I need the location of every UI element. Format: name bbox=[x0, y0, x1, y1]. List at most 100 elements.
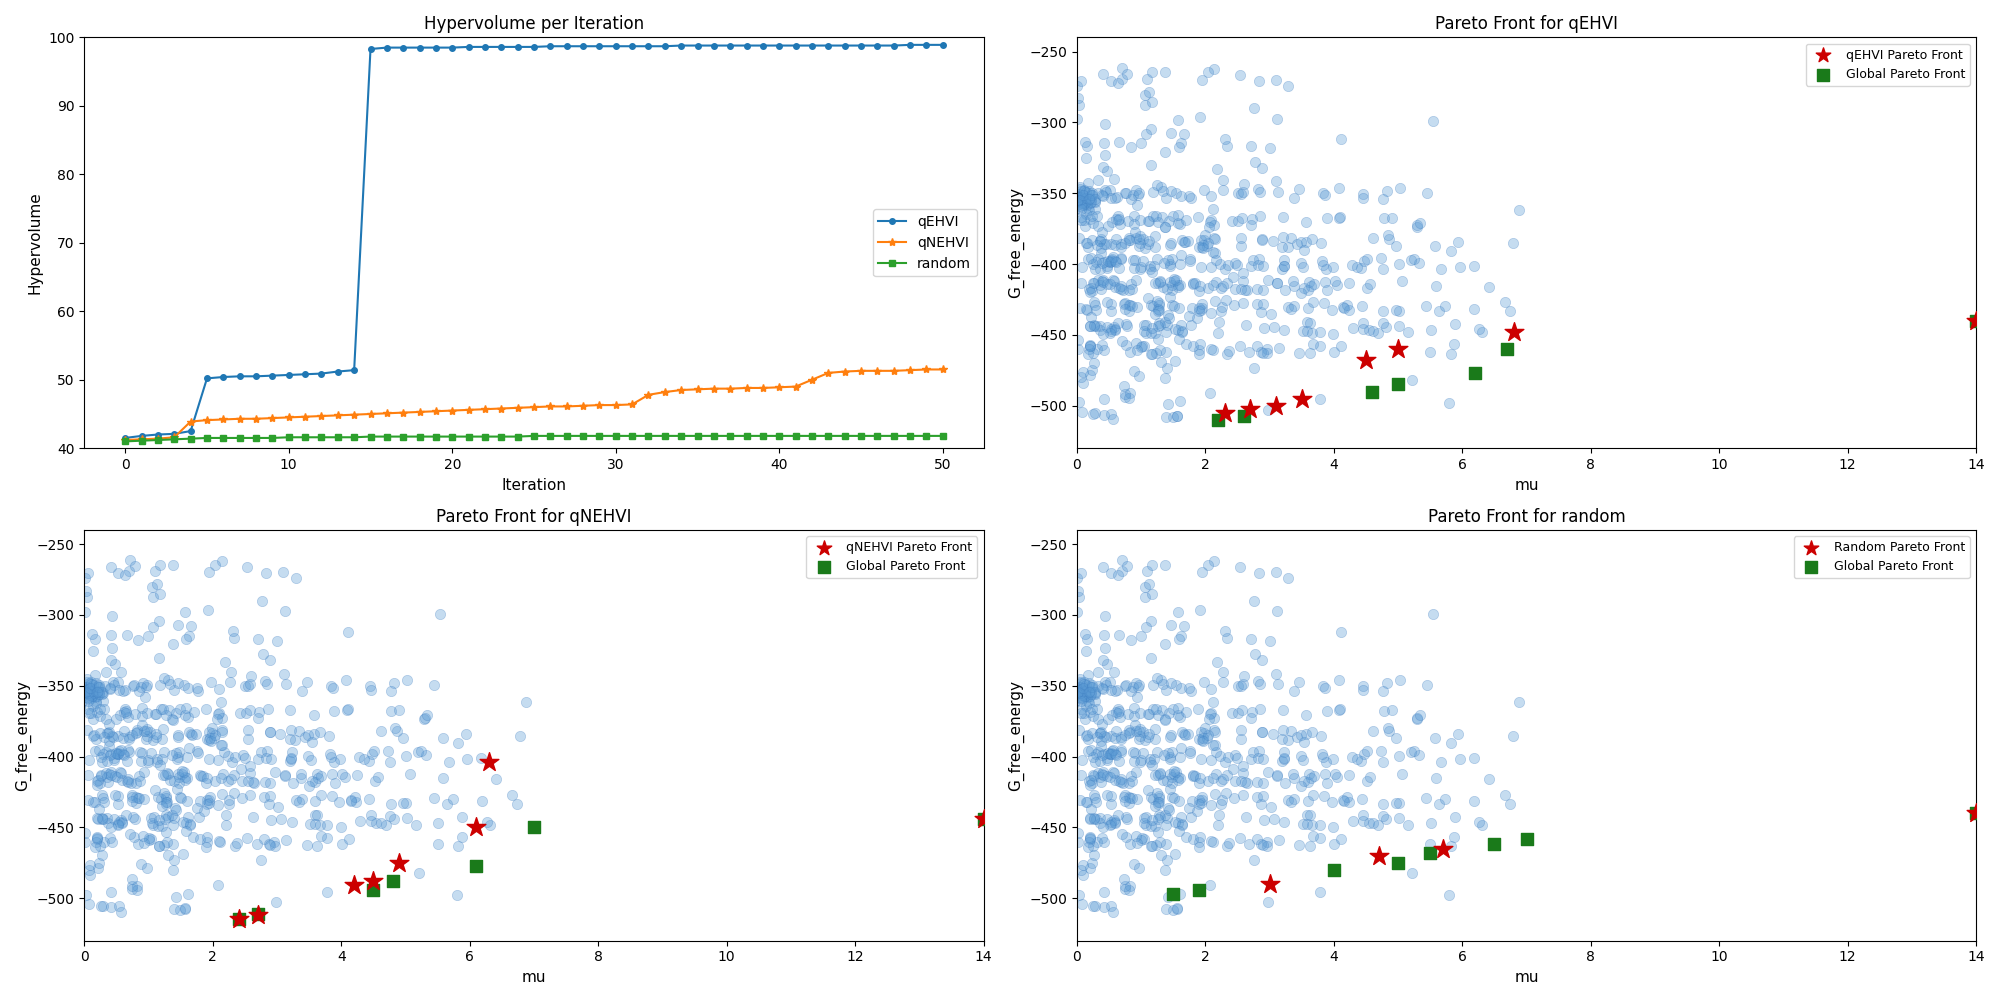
Point bbox=[200, 727, 232, 743]
Point bbox=[234, 765, 266, 781]
Point bbox=[128, 828, 160, 844]
Point bbox=[1098, 411, 1130, 427]
Point bbox=[282, 794, 314, 810]
Point bbox=[432, 754, 464, 770]
Point bbox=[1128, 87, 1160, 103]
Point bbox=[1144, 354, 1176, 370]
Point bbox=[160, 800, 192, 816]
Point bbox=[208, 654, 240, 670]
Point bbox=[1104, 742, 1136, 758]
Point bbox=[1136, 613, 1168, 629]
Point bbox=[1224, 773, 1256, 789]
Point bbox=[1234, 258, 1266, 274]
Point bbox=[1410, 298, 1442, 314]
Point bbox=[268, 767, 300, 783]
Point bbox=[1402, 710, 1434, 726]
Point bbox=[1208, 664, 1240, 680]
Point bbox=[1062, 682, 1094, 698]
Point bbox=[1154, 237, 1186, 253]
Point bbox=[94, 747, 126, 763]
Point bbox=[1188, 232, 1220, 248]
Point bbox=[1266, 261, 1298, 277]
Point bbox=[1384, 672, 1416, 688]
Point bbox=[1118, 745, 1150, 761]
Point bbox=[1110, 677, 1142, 693]
Point bbox=[1352, 322, 1384, 338]
Point bbox=[172, 628, 204, 644]
Point bbox=[1058, 685, 1090, 701]
Point bbox=[126, 717, 158, 733]
Point bbox=[66, 684, 98, 700]
Point bbox=[1222, 750, 1254, 766]
Point bbox=[1088, 274, 1120, 290]
Point bbox=[1162, 769, 1194, 785]
Point bbox=[76, 683, 108, 699]
Point bbox=[98, 768, 130, 784]
Point bbox=[1210, 623, 1242, 639]
Point bbox=[1346, 791, 1378, 807]
Point bbox=[1188, 733, 1220, 749]
Point bbox=[1162, 277, 1194, 293]
Point bbox=[1114, 724, 1146, 740]
Point bbox=[140, 706, 172, 722]
Point bbox=[98, 729, 130, 745]
Point bbox=[236, 774, 268, 790]
Point bbox=[1062, 679, 1094, 695]
Point bbox=[74, 680, 106, 696]
Point bbox=[1442, 234, 1474, 250]
Point bbox=[88, 794, 120, 810]
Point bbox=[1104, 281, 1136, 297]
Point bbox=[1144, 302, 1176, 318]
Point bbox=[66, 678, 98, 694]
Point bbox=[82, 860, 114, 876]
Point bbox=[182, 743, 214, 759]
Point bbox=[80, 695, 112, 711]
Point bbox=[1070, 685, 1102, 701]
Point bbox=[1212, 838, 1244, 854]
Point bbox=[254, 724, 286, 740]
Point bbox=[86, 768, 118, 784]
Point bbox=[110, 627, 142, 643]
Point bbox=[206, 553, 238, 569]
Point bbox=[112, 742, 144, 758]
Point bbox=[152, 765, 184, 781]
Point bbox=[84, 677, 116, 693]
Point bbox=[1260, 398, 1292, 414]
Point bbox=[1298, 787, 1330, 803]
Point bbox=[1308, 274, 1340, 290]
Point bbox=[170, 700, 202, 716]
Point bbox=[1140, 251, 1172, 267]
Point bbox=[138, 563, 170, 579]
Point bbox=[358, 743, 390, 759]
Point bbox=[1160, 814, 1192, 830]
Point bbox=[1310, 210, 1342, 226]
Point bbox=[254, 788, 286, 804]
Point bbox=[1140, 228, 1172, 244]
Point bbox=[150, 811, 182, 827]
Point bbox=[1088, 559, 1120, 575]
Point bbox=[408, 711, 440, 727]
Point bbox=[132, 832, 164, 848]
Point bbox=[1368, 683, 1400, 699]
Point bbox=[1196, 705, 1228, 721]
Point bbox=[1194, 711, 1226, 727]
Point bbox=[1092, 656, 1124, 672]
Point bbox=[1184, 602, 1216, 618]
Point bbox=[1458, 258, 1490, 274]
Point bbox=[60, 674, 92, 690]
Point bbox=[354, 791, 386, 807]
Point bbox=[460, 819, 492, 835]
Point bbox=[1382, 303, 1414, 319]
Point bbox=[1260, 564, 1292, 580]
Point bbox=[1304, 884, 1336, 900]
Point bbox=[1336, 320, 1368, 336]
Point bbox=[136, 589, 168, 605]
Point bbox=[1094, 745, 1126, 761]
Point bbox=[1152, 889, 1184, 905]
Point bbox=[172, 680, 204, 696]
Point bbox=[220, 749, 252, 765]
Point bbox=[1184, 303, 1216, 319]
Point bbox=[1100, 747, 1132, 763]
Point bbox=[338, 789, 370, 805]
Point bbox=[94, 681, 126, 697]
